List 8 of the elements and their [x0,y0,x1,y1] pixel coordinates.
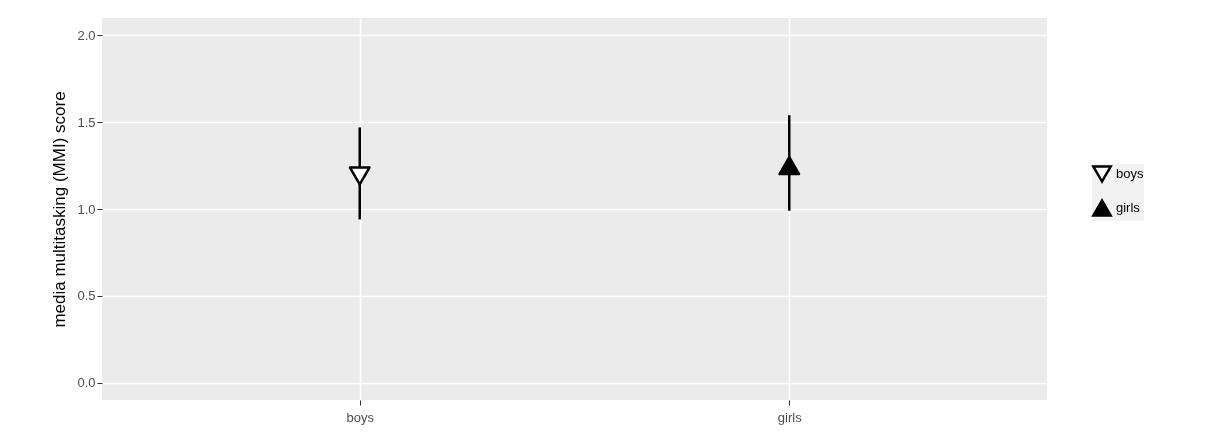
y-tick-label: 2.0 [77,27,96,43]
y-tick-label: 1.5 [77,114,96,130]
y-tick-label: 0.0 [77,375,96,391]
y-tick-label: 0.5 [77,288,96,304]
legend-label: girls [1116,200,1141,215]
legend-label: boys [1116,166,1144,181]
y-axis-title: media multitasking (MMI) score [50,91,70,328]
y-tick-label: 1.0 [77,201,96,217]
